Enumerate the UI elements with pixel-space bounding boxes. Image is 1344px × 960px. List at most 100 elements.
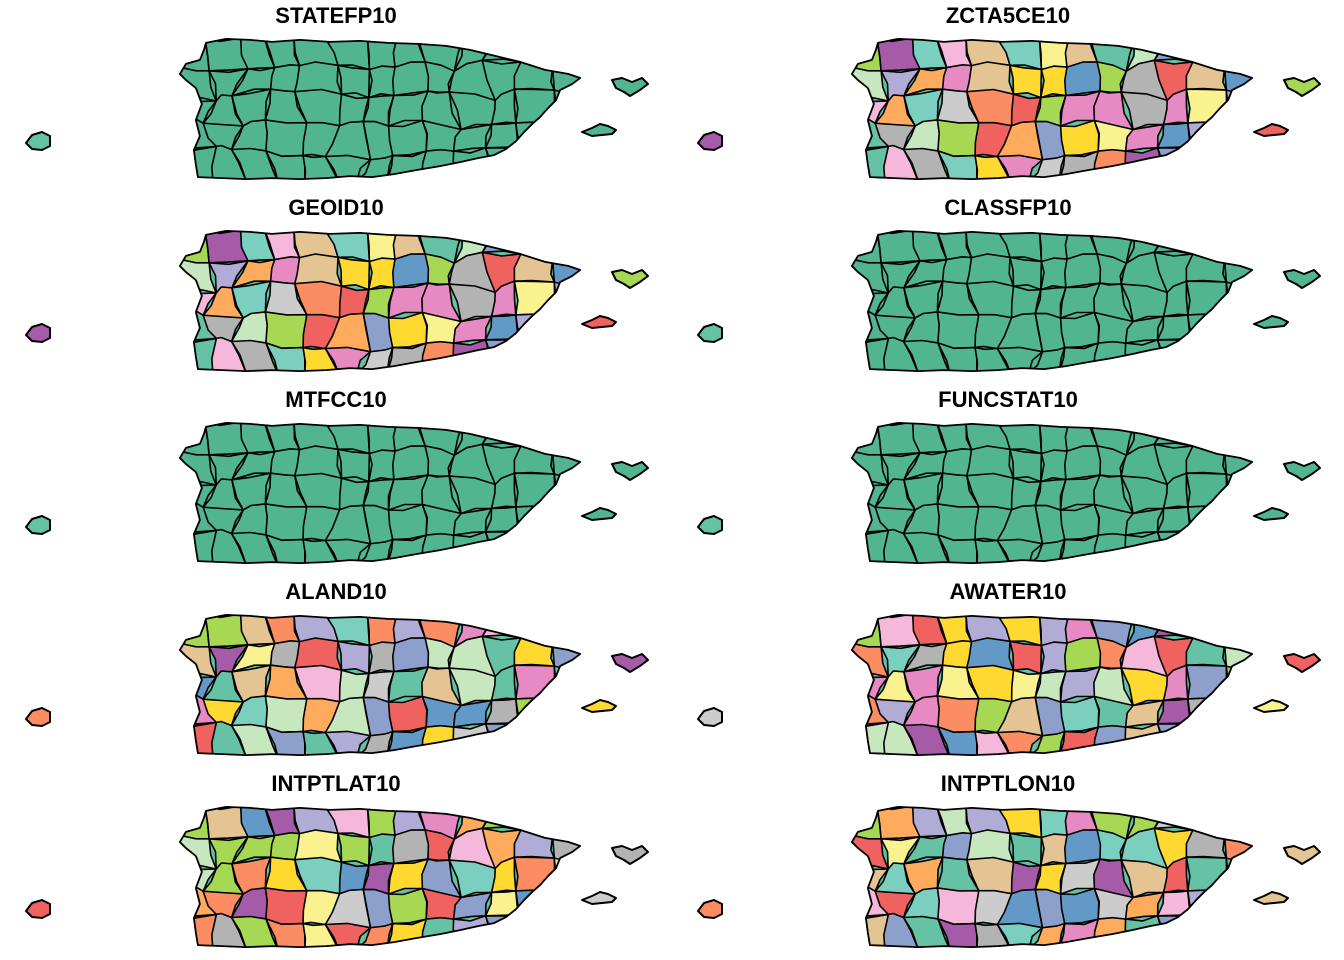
- district-region: [265, 726, 306, 755]
- district-region: [1058, 150, 1100, 179]
- map-panel: AWATER10: [672, 576, 1344, 768]
- district-region: [392, 61, 430, 97]
- district-region: [1064, 637, 1102, 673]
- district-region: [1213, 501, 1252, 533]
- district-region: [484, 723, 525, 755]
- district-region: [1156, 915, 1197, 947]
- district-region: [211, 528, 248, 563]
- district-region: [1185, 280, 1228, 316]
- district-region: [211, 144, 248, 179]
- district-region: [1058, 918, 1100, 947]
- district-region: [211, 720, 248, 755]
- east-island-region: [611, 77, 649, 97]
- map-panel-svg: [25, 806, 649, 948]
- district-region: [1040, 257, 1069, 291]
- district-region: [264, 887, 308, 925]
- district-region: [264, 119, 308, 157]
- district-region: [387, 119, 428, 157]
- district-region: [902, 915, 951, 947]
- district-region: [541, 885, 580, 917]
- map-panel-svg: [25, 614, 649, 756]
- district-region: [542, 807, 580, 843]
- east-island-region: [1253, 699, 1289, 713]
- district-group: [180, 615, 580, 755]
- map-panel: CLASSFP10: [672, 192, 1344, 384]
- district-region: [1213, 721, 1252, 755]
- district-region: [368, 257, 397, 291]
- district-region: [1064, 253, 1102, 289]
- left-island-region: [697, 515, 723, 535]
- district-region: [484, 915, 525, 947]
- district-region: [1188, 339, 1221, 371]
- district-region: [337, 448, 371, 483]
- panel-title: CLASSFP10: [944, 195, 1072, 220]
- district-region: [996, 154, 1044, 179]
- district-region: [1213, 885, 1252, 917]
- panel-title: FUNCSTAT10: [938, 387, 1078, 412]
- district-group: [180, 39, 580, 179]
- district-region: [852, 615, 882, 649]
- district-region: [211, 912, 248, 947]
- district-region: [515, 889, 555, 920]
- panel-title: ALAND10: [285, 579, 387, 604]
- district-region: [230, 723, 279, 755]
- map-panel-svg: [25, 38, 649, 180]
- district-region: [541, 501, 580, 533]
- district-region: [337, 256, 371, 291]
- district-region: [324, 346, 372, 371]
- main-island-outline: [179, 806, 581, 948]
- district-region: [1213, 337, 1252, 371]
- district-region: [1064, 445, 1102, 481]
- district-region: [513, 472, 556, 508]
- east-island-region: [1283, 269, 1321, 289]
- district-region: [515, 313, 555, 344]
- district-region: [883, 912, 920, 947]
- district-region: [1059, 119, 1100, 157]
- map-panel: GEOID10: [0, 192, 672, 384]
- district-region: [265, 150, 306, 179]
- left-island-region: [25, 323, 51, 343]
- district-region: [324, 730, 372, 755]
- district-region: [484, 147, 525, 179]
- district-region: [1188, 723, 1221, 755]
- district-region: [996, 538, 1044, 563]
- district-group: [852, 231, 1252, 371]
- district-region: [1187, 121, 1227, 152]
- main-island-outline: [179, 38, 581, 180]
- district-region: [1188, 147, 1221, 179]
- district-region: [515, 121, 555, 152]
- district-region: [1185, 856, 1228, 892]
- main-island-outline: [851, 422, 1253, 564]
- district-region: [368, 449, 397, 483]
- east-island-region: [1283, 653, 1321, 673]
- district-region: [1009, 256, 1043, 291]
- district-region: [484, 339, 525, 371]
- map-panel-svg: [25, 230, 649, 372]
- district-region: [541, 117, 580, 149]
- district-region: [1040, 65, 1069, 99]
- district-region: [1188, 531, 1221, 563]
- main-island-outline: [179, 614, 581, 756]
- district-region: [484, 531, 525, 563]
- district-region: [1185, 472, 1228, 508]
- main-island-outline: [179, 422, 581, 564]
- district-region: [1185, 664, 1228, 700]
- district-region: [936, 887, 980, 925]
- district-region: [1156, 723, 1197, 755]
- east-island-region: [611, 653, 649, 673]
- map-panel: ALAND10: [0, 576, 672, 768]
- district-region: [516, 339, 549, 371]
- district-region: [541, 145, 580, 179]
- district-region: [516, 531, 549, 563]
- district-region: [392, 253, 430, 289]
- district-region: [516, 915, 549, 947]
- district-region: [264, 695, 308, 733]
- district-region: [513, 664, 556, 700]
- district-region: [937, 342, 978, 371]
- panel-title: AWATER10: [949, 579, 1067, 604]
- district-region: [936, 119, 980, 157]
- left-island-region: [25, 707, 51, 727]
- district-region: [386, 534, 428, 563]
- east-island-region: [1253, 123, 1289, 137]
- district-group: [180, 807, 580, 947]
